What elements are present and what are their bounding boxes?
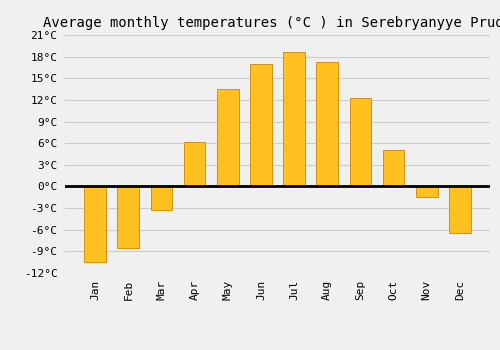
Bar	[350, 98, 371, 187]
Bar	[449, 187, 470, 233]
Title: Average monthly temperatures (°C ) in Serebryanyye Prudy: Average monthly temperatures (°C ) in Se…	[43, 16, 500, 30]
Bar	[84, 187, 106, 262]
Bar	[416, 187, 438, 197]
Bar	[118, 187, 139, 248]
Bar	[250, 64, 272, 187]
Bar	[383, 150, 404, 187]
Bar	[150, 187, 172, 210]
Bar	[284, 51, 305, 187]
Bar	[316, 62, 338, 187]
Bar	[217, 89, 238, 187]
Bar	[184, 142, 206, 187]
